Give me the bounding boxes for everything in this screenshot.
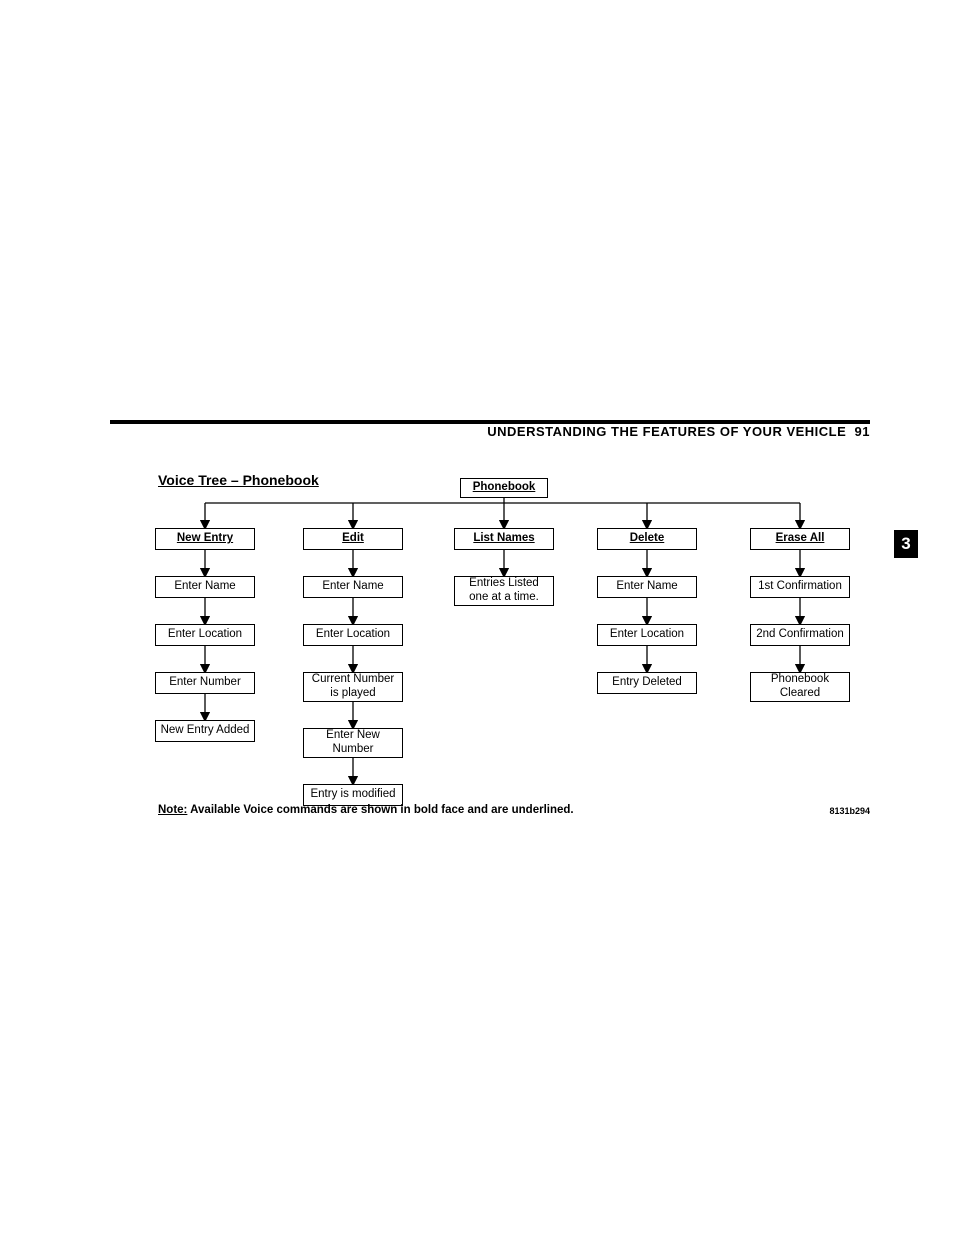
page: UNDERSTANDING THE FEATURES OF YOUR VEHIC… (0, 0, 954, 1235)
flowchart-arrows (0, 0, 954, 1235)
node-head-1: Edit (303, 528, 403, 550)
node-step-2-0: Entries Listed one at a time. (454, 576, 554, 606)
footnote: Note: Available Voice commands are shown… (158, 804, 574, 816)
node-head-2: List Names (454, 528, 554, 550)
node-step-3-0: Enter Name (597, 576, 697, 598)
node-step-3-2: Entry Deleted (597, 672, 697, 694)
node-step-0-0: Enter Name (155, 576, 255, 598)
node-step-4-1: 2nd Confirmation (750, 624, 850, 646)
footnote-label: Note: (158, 804, 187, 816)
node-head-4: Erase All (750, 528, 850, 550)
node-step-0-1: Enter Location (155, 624, 255, 646)
node-step-0-3: New Entry Added (155, 720, 255, 742)
node-head-0: New Entry (155, 528, 255, 550)
node-step-1-3: Enter New Number (303, 728, 403, 758)
node-step-0-2: Enter Number (155, 672, 255, 694)
node-step-3-1: Enter Location (597, 624, 697, 646)
node-root: Phonebook (460, 478, 548, 498)
node-step-1-1: Enter Location (303, 624, 403, 646)
figure-id: 8131b294 (829, 806, 870, 816)
node-step-1-4: Entry is modified (303, 784, 403, 806)
node-head-3: Delete (597, 528, 697, 550)
footnote-body: Available Voice commands are shown in bo… (187, 804, 573, 816)
node-step-1-2: Current Number is played (303, 672, 403, 702)
node-step-4-0: 1st Confirmation (750, 576, 850, 598)
node-step-1-0: Enter Name (303, 576, 403, 598)
node-step-4-2: Phonebook Cleared (750, 672, 850, 702)
